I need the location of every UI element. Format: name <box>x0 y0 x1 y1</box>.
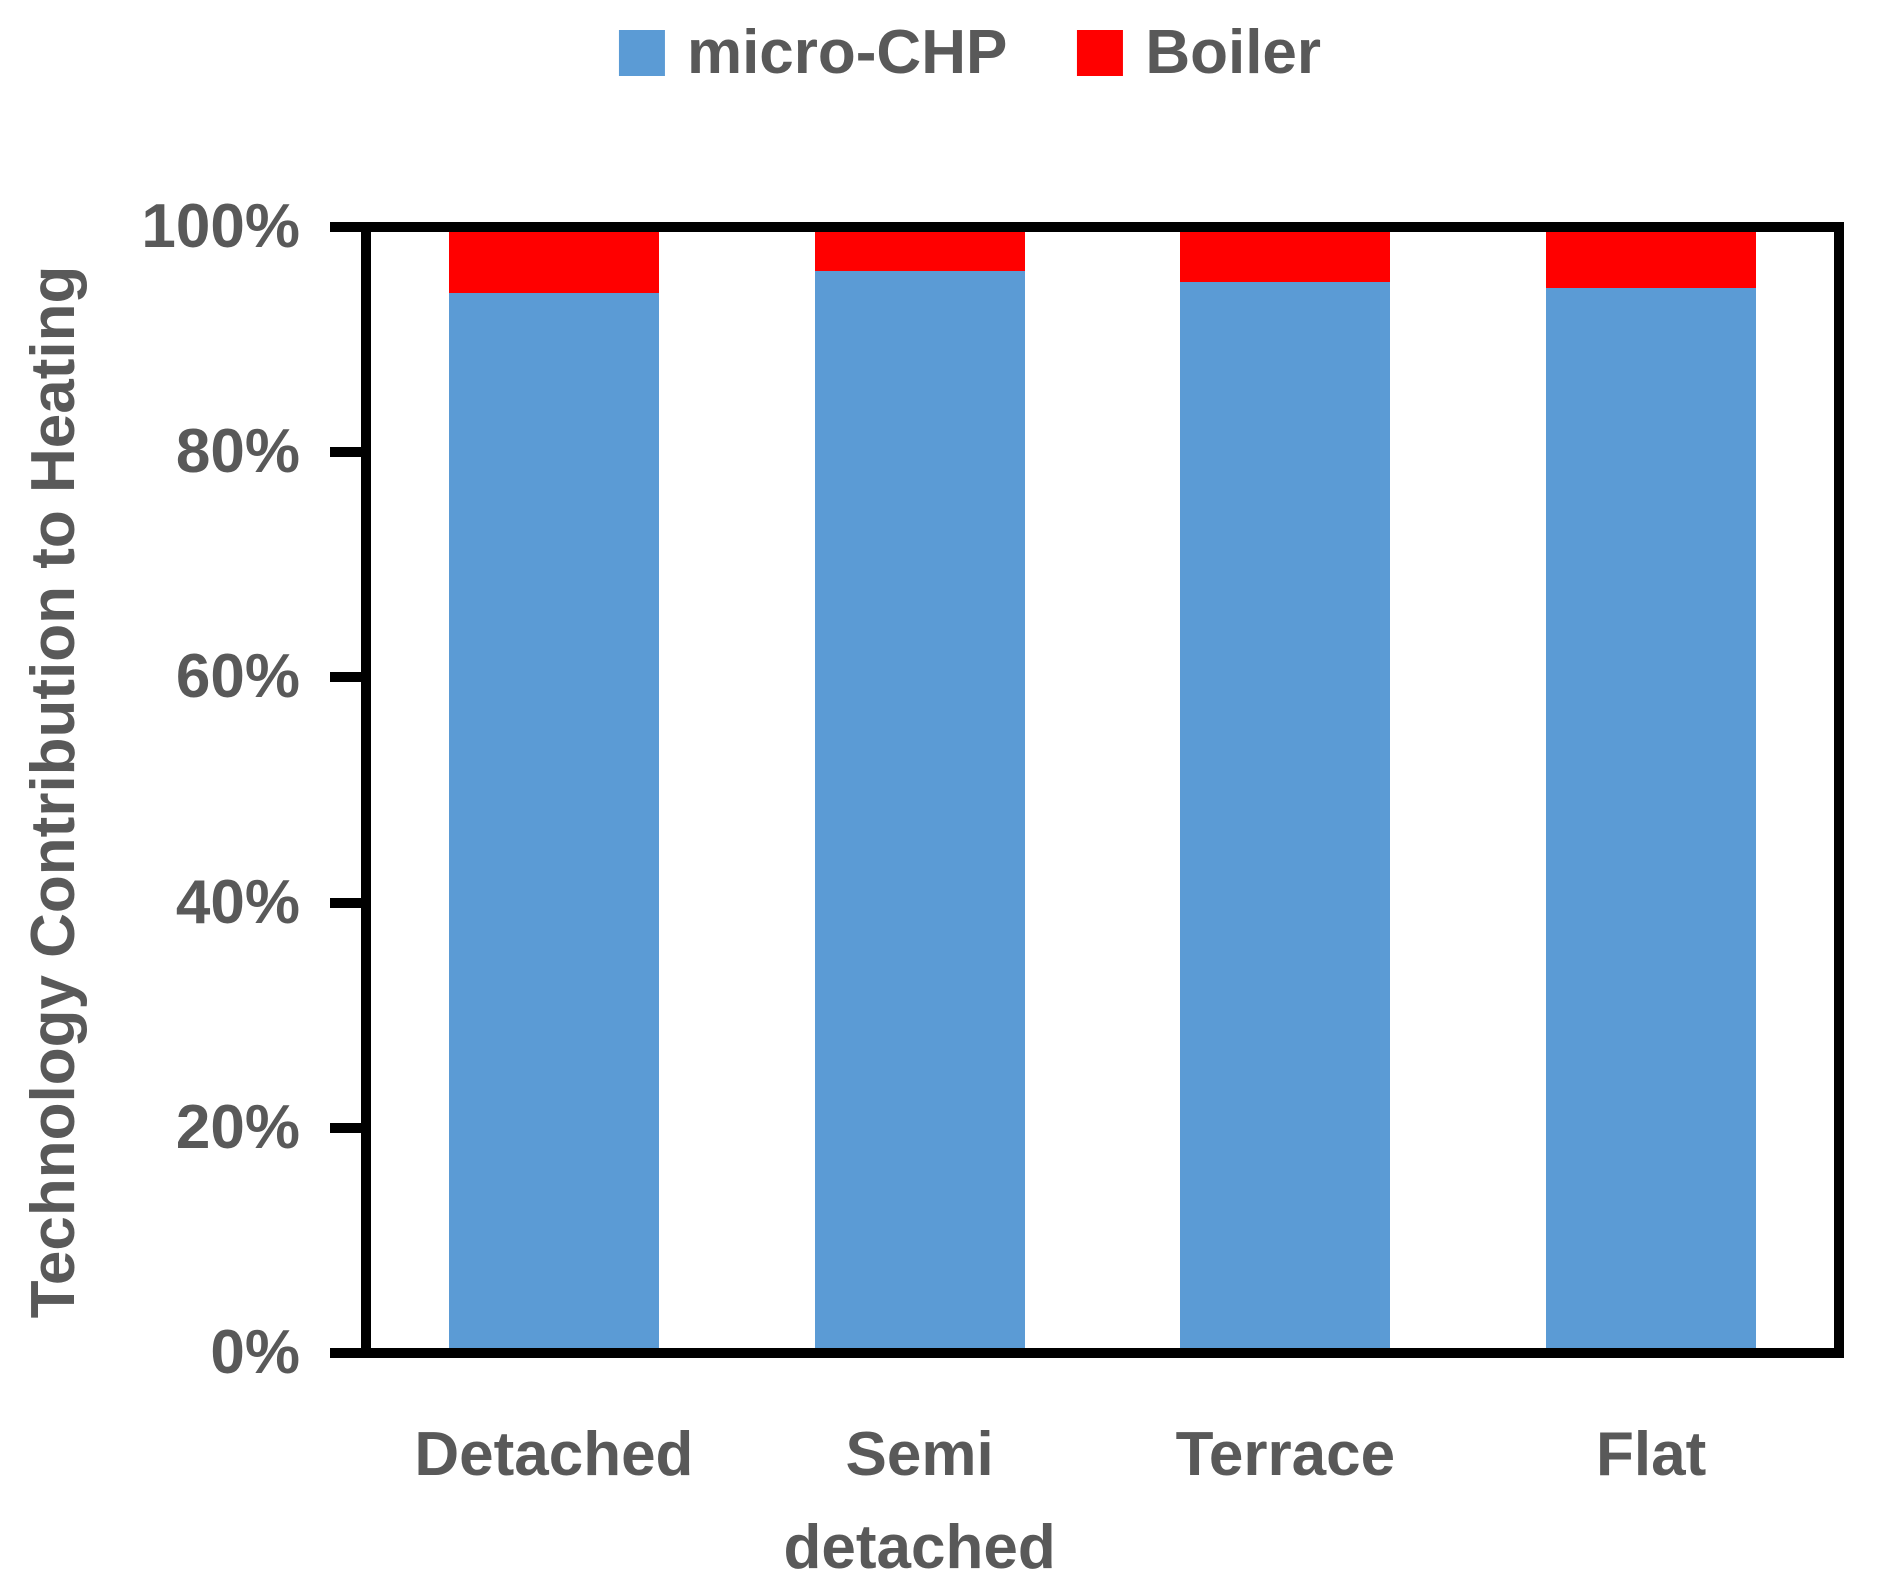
legend-label-boiler: Boiler <box>1145 18 1322 87</box>
bar-segment-terrace-boiler <box>1180 232 1391 283</box>
x-axis-label-detached: Detached <box>414 1420 694 1489</box>
y-axis-tick-label-60: 60% <box>175 642 300 712</box>
bar-detached <box>448 232 659 1348</box>
bar-segment-flat-boiler <box>1546 232 1757 288</box>
legend-swatch-boiler <box>1077 30 1124 76</box>
bar-segment-semi-detached-micro-chp <box>814 271 1025 1348</box>
bar-segment-detached-boiler <box>448 232 659 294</box>
legend: micro-CHP Boiler <box>618 18 1321 87</box>
bar-segment-detached-micro-chp <box>448 293 659 1348</box>
y-axis-tick-label-0: 0% <box>210 1318 300 1387</box>
y-axis-tick-80 <box>330 447 361 458</box>
y-axis-tick-label-80: 80% <box>175 417 300 487</box>
y-axis-tick-60 <box>330 672 361 683</box>
bar-semi-detached <box>814 232 1025 1348</box>
y-axis-tick-40 <box>330 897 361 908</box>
y-axis-tick-label-100: 100% <box>141 192 300 261</box>
bar-segment-semi-detached-boiler <box>814 232 1025 272</box>
y-axis-tick-label-20: 20% <box>175 1092 300 1162</box>
legend-swatch-micro-chp <box>618 30 665 76</box>
bar-flat <box>1546 232 1757 1348</box>
y-axis-tick-20 <box>330 1122 361 1133</box>
y-axis-tick-label-40: 40% <box>175 867 300 937</box>
legend-item-boiler: Boiler <box>1077 22 1321 84</box>
plot-area <box>361 222 1844 1358</box>
y-axis-tick-100 <box>330 222 361 232</box>
x-axis-label-terrace: Terrace <box>1175 1420 1396 1489</box>
x-axis-label-flat: Flat <box>1596 1420 1707 1489</box>
bar-segment-flat-micro-chp <box>1546 287 1757 1348</box>
legend-item-micro-chp: micro-CHP <box>618 18 1008 87</box>
legend-label-micro-chp: micro-CHP <box>686 18 1008 87</box>
bar-terrace <box>1180 232 1391 1348</box>
y-axis-title: Technology Contribution to Heating <box>19 265 88 1319</box>
y-axis-tick-0 <box>330 1348 361 1358</box>
x-axis-label-semi-detached: Semi detached <box>783 1420 1056 1582</box>
bar-segment-terrace-micro-chp <box>1180 282 1391 1348</box>
